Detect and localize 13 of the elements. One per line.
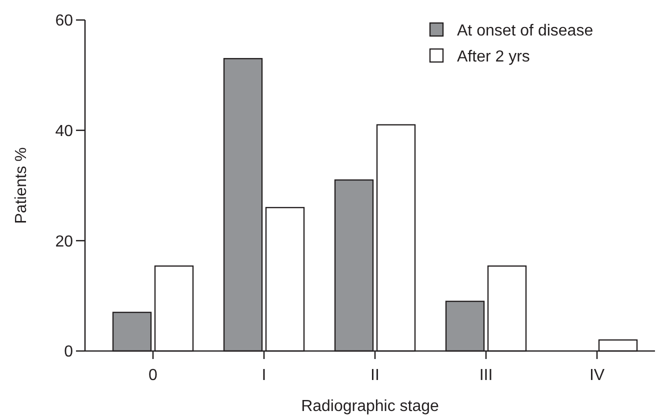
legend-label: At onset of disease [457, 22, 594, 40]
x-tick-label: IV [589, 367, 605, 384]
x-tick-label: I [262, 367, 266, 384]
x-tick-label: III [479, 367, 493, 384]
legend-label: After 2 yrs [457, 48, 530, 66]
y-tick-label: 0 [64, 344, 74, 361]
y-tick-label: 60 [55, 12, 74, 30]
x-tick-label: II [370, 367, 380, 384]
y-axis-title: Patients % [13, 147, 30, 224]
x-tick-label: 0 [148, 367, 158, 384]
x-axis-title: Radiographic stage [301, 398, 440, 415]
y-tick-label: 20 [55, 233, 74, 250]
y-tick-label: 40 [55, 122, 74, 140]
